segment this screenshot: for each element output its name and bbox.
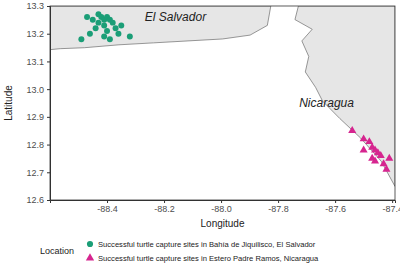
point — [110, 20, 116, 26]
land-shape — [50, 6, 271, 50]
tick-mark — [107, 200, 108, 203]
tick-label: 12.9 — [26, 112, 44, 122]
land-shape — [295, 6, 395, 186]
point — [90, 17, 96, 23]
tick-label: -87.8 — [268, 204, 289, 214]
tick: -87.4 — [382, 200, 400, 214]
tick-label: -88.4 — [97, 204, 118, 214]
point — [107, 36, 113, 42]
tick: 12.7 — [26, 168, 50, 178]
tick: -88.2 — [154, 200, 175, 214]
tick-mark — [47, 117, 50, 118]
tick-label: 13.3 — [26, 1, 44, 11]
point — [371, 157, 379, 164]
annotation: El Salvador — [145, 10, 207, 24]
point — [360, 134, 368, 141]
tick: -87.6 — [325, 200, 346, 214]
tick-mark — [335, 200, 336, 203]
point — [118, 22, 124, 28]
plot-background — [50, 6, 395, 200]
point — [101, 34, 107, 40]
point — [115, 31, 121, 37]
tick-mark — [47, 6, 50, 7]
tick: -88.0 — [211, 200, 232, 214]
tick: -87.8 — [268, 200, 289, 214]
tick: 12.6 — [26, 195, 50, 205]
tick: -88.4 — [97, 200, 118, 214]
tick-mark — [47, 172, 50, 173]
tick-mark — [221, 200, 222, 203]
point — [101, 22, 107, 28]
tick: 13.0 — [26, 85, 50, 95]
legend: Location Successful turtle capture sites … — [40, 240, 319, 263]
point — [382, 165, 390, 172]
chart: -88.4-88.2-88.0-87.8-87.6-87.412.612.712… — [0, 0, 400, 266]
tick-mark — [47, 34, 50, 35]
land — [50, 6, 395, 186]
y-axis: 12.6 12.7 12.8 12.9 13.0 13.1 13.2 13.3 — [26, 1, 50, 205]
tick-label: -87.6 — [325, 204, 346, 214]
point — [95, 20, 101, 26]
plot-frame — [50, 6, 395, 200]
point — [87, 31, 93, 37]
legend-title: Location — [40, 246, 74, 256]
axis-line — [51, 201, 396, 204]
point — [360, 145, 368, 152]
point — [348, 126, 356, 133]
x-axis-title: Longitude — [201, 218, 245, 229]
tick-label: 13.2 — [26, 29, 44, 39]
point — [113, 25, 119, 31]
tick: 13.3 — [26, 1, 50, 11]
annotation: Nicaragua — [299, 96, 354, 110]
tick: 13.1 — [26, 57, 50, 67]
tick-mark — [47, 89, 50, 90]
tick-label: -88.2 — [154, 204, 175, 214]
tick-label: 12.8 — [26, 140, 44, 150]
tick: 12.9 — [26, 112, 50, 122]
tick-label: 12.6 — [26, 195, 44, 205]
tick-label: -87.4 — [382, 204, 400, 214]
tick-mark — [164, 200, 165, 203]
tick-label: -88.0 — [211, 204, 232, 214]
point — [78, 36, 84, 42]
point — [377, 151, 385, 158]
legend-label: Successful turtle capture sites in Bahía… — [98, 240, 316, 249]
tick: 12.8 — [26, 140, 50, 150]
legend-marker — [87, 241, 93, 247]
point — [84, 14, 90, 20]
tick: 13.2 — [26, 29, 50, 39]
tick-mark — [47, 200, 50, 201]
tick-label: 13.1 — [26, 57, 44, 67]
tick-mark — [392, 200, 393, 203]
point — [104, 28, 110, 34]
tick-label: 13.0 — [26, 85, 44, 95]
x-axis: -88.4 -88.2 -88.0 -87.8 -87.6 -87.4 — [51, 200, 400, 214]
legend-label: Successful turtle capture sites in Ester… — [98, 254, 319, 263]
point — [93, 25, 99, 31]
y-axis-title: Latitude — [3, 85, 14, 121]
tick-label: 12.7 — [26, 168, 44, 178]
legend-marker — [86, 253, 94, 260]
points — [78, 11, 393, 172]
tick-mark — [278, 200, 279, 203]
tick-mark — [47, 145, 50, 146]
point — [127, 34, 133, 40]
point — [385, 154, 393, 161]
tick-mark — [47, 61, 50, 62]
